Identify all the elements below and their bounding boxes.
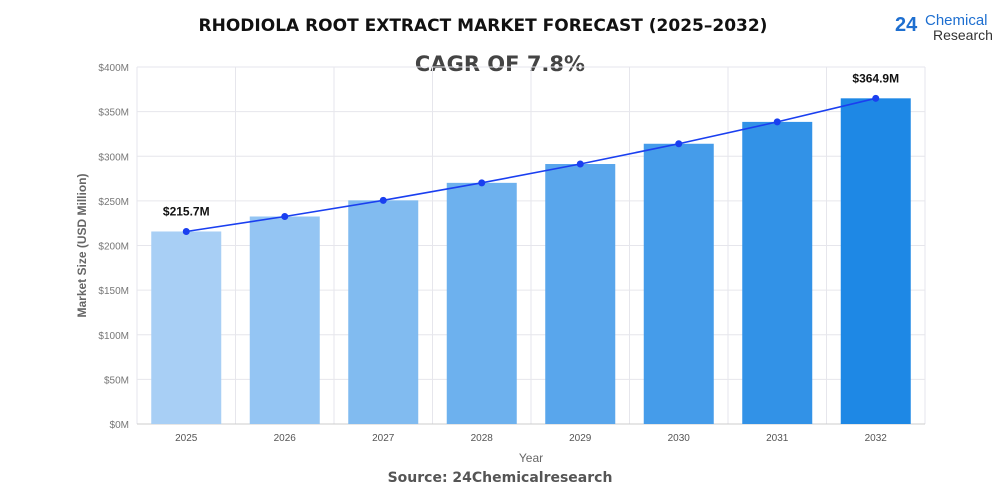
bar: [545, 164, 616, 424]
data-label: $215.7M: [163, 204, 210, 218]
logo: 24 Chemical Research: [895, 8, 995, 44]
chart-subtitle: CAGR OF 7.8%: [414, 52, 586, 76]
logo-line2: Research: [933, 27, 993, 43]
data-label: $364.9M: [852, 71, 899, 85]
x-tick-label: 2025: [175, 433, 198, 444]
x-axis-title: Year: [519, 451, 543, 465]
data-point: [478, 179, 486, 187]
y-tick-label: $250M: [98, 197, 129, 208]
data-point: [576, 160, 584, 168]
bar: [840, 98, 911, 424]
y-tick-label: $0M: [110, 420, 129, 431]
x-tick-label: 2028: [471, 433, 494, 444]
data-point: [773, 118, 781, 126]
data-point: [379, 196, 387, 204]
bar: [446, 182, 517, 424]
y-tick-label: $50M: [104, 375, 129, 386]
x-tick-label: 2031: [766, 433, 789, 444]
y-tick-label: $350M: [98, 108, 129, 119]
chart-title: RHODIOLA ROOT EXTRACT MARKET FORECAST (2…: [198, 16, 768, 36]
logo-number: 24: [895, 14, 918, 36]
y-tick-label: $300M: [98, 152, 129, 163]
y-tick-label: $200M: [98, 242, 129, 253]
data-point: [872, 94, 880, 102]
x-tick-label: 2029: [569, 433, 592, 444]
logo-line1: Chemical: [925, 12, 988, 29]
x-tick-label: 2032: [865, 433, 888, 444]
source-note: Source: 24Chemicalresearch: [387, 470, 613, 486]
y-tick-label: $150M: [98, 286, 129, 297]
x-tick-label: 2027: [372, 433, 395, 444]
data-point: [281, 212, 289, 220]
x-tick-label: 2030: [668, 433, 691, 444]
bar: [742, 121, 813, 425]
y-tick-label: $100M: [98, 331, 129, 342]
bar: [348, 200, 419, 424]
trend-line: [186, 97, 876, 233]
bar: [643, 143, 714, 424]
data-point: [182, 227, 190, 235]
bar: [151, 231, 222, 424]
bar: [249, 216, 320, 424]
y-axis-title: Market Size (USD Million): [75, 173, 89, 317]
x-tick-label: 2026: [274, 433, 297, 444]
data-point: [675, 140, 683, 148]
y-tick-label: $400M: [98, 63, 129, 74]
